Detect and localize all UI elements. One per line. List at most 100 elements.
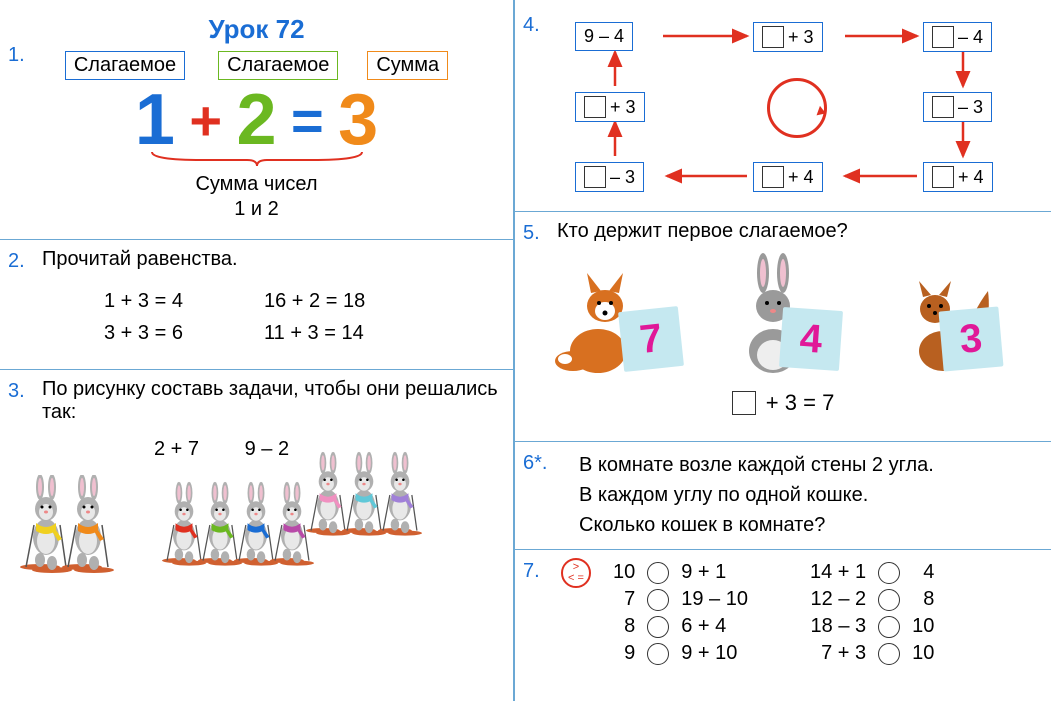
q2-prompt: Прочитай равенства.: [42, 248, 499, 271]
animal-rabbit: 4: [713, 251, 853, 381]
animal-fox: 7: [553, 251, 693, 381]
number-card: 4: [779, 307, 843, 371]
op-plus: +: [189, 88, 222, 153]
compare-col-1: 109 + 1719 – 1086 + 499 + 10: [607, 558, 754, 668]
animals-row: 7 4 3: [529, 251, 1037, 381]
flow-box: + 4: [753, 162, 823, 192]
comp-left: 7 + 3: [806, 641, 870, 666]
flow-box: – 3: [923, 92, 992, 122]
q5-number: 5.: [523, 222, 540, 245]
flow-box-text: – 4: [958, 27, 983, 48]
right-column: 4. 9 – 4 + 3 – 4 + 3 – 3 – 3 + 4 + 4 5. Кто дер…: [515, 0, 1051, 701]
blank-square[interactable]: [932, 26, 954, 48]
expr1: 2 + 7: [154, 438, 199, 461]
q1-number: 1.: [8, 44, 25, 67]
expr2: 9 – 2: [245, 438, 289, 461]
q6-text: В комнате возле каждой стены 2 угла. В к…: [529, 450, 1037, 540]
q2-number: 2.: [8, 250, 25, 273]
brace-label1: Сумма чисел: [14, 173, 499, 196]
comp-right: 19 – 10: [677, 587, 752, 612]
compare-circle[interactable]: [878, 616, 900, 638]
compare-circle[interactable]: [878, 589, 900, 611]
flow-box: + 3: [575, 92, 645, 122]
num-2: 2: [236, 84, 276, 156]
flow-box: 9 – 4: [575, 22, 633, 51]
label-addend2: Слагаемое: [218, 51, 338, 80]
eq-cell: 16 + 2 = 18: [264, 285, 424, 317]
blank-square[interactable]: [762, 26, 784, 48]
flow-box-text: 9 – 4: [584, 26, 624, 47]
op-eq: =: [291, 88, 324, 153]
eq-cell: 11 + 3 = 14: [264, 317, 424, 349]
comp-left: 18 – 3: [806, 614, 870, 639]
q3-expressions: 2 + 7 9 – 2: [14, 438, 499, 461]
flow-box: – 4: [923, 22, 992, 52]
flow-box-text: – 3: [610, 167, 635, 188]
brace-label2: 1 и 2: [14, 198, 499, 221]
center-circle-icon: [767, 78, 827, 138]
flow-box-text: + 3: [610, 97, 636, 118]
comp-left: 7: [609, 587, 639, 612]
flow-box-text: + 4: [788, 167, 814, 188]
comp-left: 14 + 1: [806, 560, 870, 585]
flow-box: + 3: [753, 22, 823, 52]
q5-prompt: Кто держит первое слагаемое?: [557, 220, 1037, 243]
q1-labels-row: Слагаемое Слагаемое Сумма: [14, 51, 499, 80]
compare-col-2: 14 + 1 4 12 – 2 8 18 – 3 10 7 + 3 10: [804, 558, 940, 668]
label-sum: Сумма: [367, 51, 448, 80]
animal-squirrel: 3: [873, 251, 1013, 381]
comp-right: 4: [908, 560, 938, 585]
eq-cell: 3 + 3 = 6: [104, 317, 264, 349]
comp-right: 10: [908, 641, 938, 666]
compare-circle[interactable]: [878, 643, 900, 665]
q6-line: Сколько кошек в комнате?: [579, 510, 1037, 540]
rabbit-skier: [62, 475, 114, 575]
rabbit-skier: [378, 445, 422, 545]
q1-equation: 1 + 2 = 3: [14, 84, 499, 156]
section-7: 7. >< = 109 + 1719 – 1086 + 499 + 10 14 …: [515, 550, 1051, 680]
comp-left: 10: [609, 560, 639, 585]
section-1: Урок 72 1. Слагаемое Слагаемое Сумма 1 +…: [0, 0, 513, 240]
comp-left: 12 – 2: [806, 587, 870, 612]
section-6: 6*. В комнате возле каждой стены 2 угла.…: [515, 442, 1051, 550]
num-1: 1: [135, 84, 175, 156]
flow-box: – 3: [575, 162, 644, 192]
compare-circle[interactable]: [647, 589, 669, 611]
section-2: 2. Прочитай равенства. 1 + 3 = 416 + 2 =…: [0, 240, 513, 370]
comp-right: 9 + 1: [677, 560, 752, 585]
section-3: 3. По рисунку составь задачи, чтобы они …: [0, 370, 513, 700]
comp-right: 10: [908, 614, 938, 639]
comp-left: 9: [609, 641, 639, 666]
blank-square[interactable]: [762, 166, 784, 188]
compare-circle[interactable]: [647, 643, 669, 665]
compare-badge-icon: >< =: [561, 558, 591, 588]
q5-equation: + 3 = 7: [529, 389, 1037, 416]
q4-number: 4.: [523, 14, 540, 37]
number-card: 3: [938, 306, 1003, 371]
q6-line: В каждом углу по одной кошке.: [579, 480, 1037, 510]
blank-square[interactable]: [932, 96, 954, 118]
comp-right: 8: [908, 587, 938, 612]
compare-circle[interactable]: [647, 562, 669, 584]
q5-eq-text: + 3 = 7: [766, 390, 835, 415]
section-5: 5. Кто держит первое слагаемое? 7 4 3 + 3 …: [515, 212, 1051, 442]
blank-square[interactable]: [732, 391, 756, 415]
compare-circle[interactable]: [878, 562, 900, 584]
flow-box-text: + 3: [788, 27, 814, 48]
blank-square[interactable]: [584, 96, 606, 118]
q3-number: 3.: [8, 380, 25, 403]
flow-box-text: – 3: [958, 97, 983, 118]
q3-prompt: По рисунку составь задачи, чтобы они реш…: [42, 378, 499, 424]
brace-icon: [14, 150, 499, 171]
label-addend1: Слагаемое: [65, 51, 185, 80]
q7-number: 7.: [523, 560, 540, 583]
blank-square[interactable]: [584, 166, 606, 188]
eq-cell: 1 + 3 = 4: [104, 285, 264, 317]
compare-circle[interactable]: [647, 616, 669, 638]
lesson-title: Урок 72: [14, 8, 499, 45]
rabbits-row: [14, 471, 499, 575]
q6-number: 6*.: [523, 452, 547, 475]
flow-box: + 4: [923, 162, 993, 192]
blank-square[interactable]: [932, 166, 954, 188]
comp-right: 6 + 4: [677, 614, 752, 639]
